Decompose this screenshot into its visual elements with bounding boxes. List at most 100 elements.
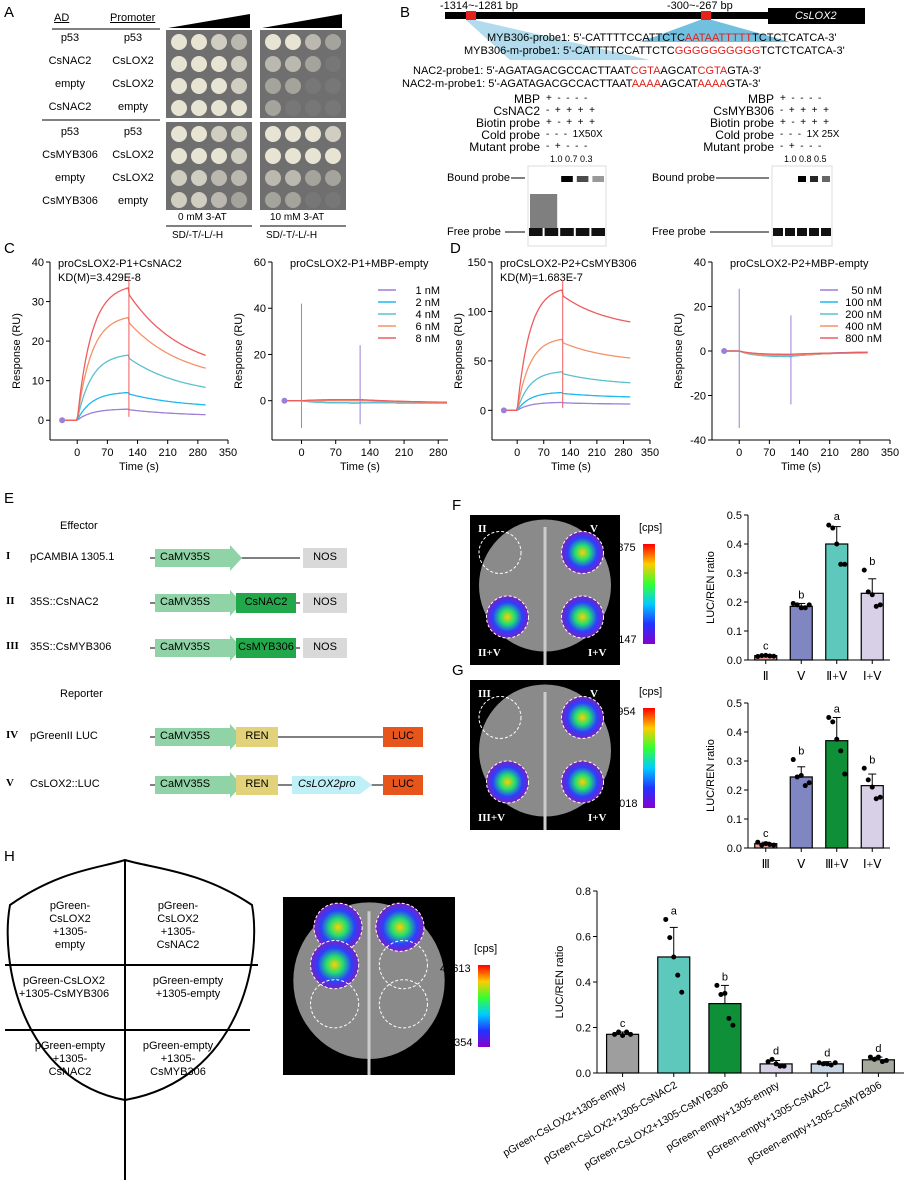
yeast-colony bbox=[171, 126, 187, 142]
data-point bbox=[842, 561, 848, 567]
yeast-colony bbox=[211, 100, 227, 116]
y-tick-label: -40 bbox=[690, 435, 706, 447]
legend-label: 4 nM bbox=[416, 309, 440, 321]
panel-label-g: G bbox=[452, 662, 464, 679]
y-tick-label: 0.0 bbox=[727, 843, 742, 855]
data-point bbox=[628, 1031, 634, 1037]
y-tick-label: 0.5 bbox=[727, 510, 742, 522]
yeast-colony bbox=[231, 148, 247, 164]
construct-number: V bbox=[6, 777, 14, 789]
bound-band bbox=[810, 176, 818, 182]
emsa-condition-values: + - - - - bbox=[780, 93, 822, 104]
emsa-condition-label: MBP bbox=[747, 92, 774, 106]
yeast-colony bbox=[305, 192, 321, 208]
legend-label: 2 nM bbox=[416, 297, 440, 309]
yeast-colony bbox=[325, 148, 341, 164]
x-axis-label: Time (s) bbox=[119, 461, 159, 473]
data-point bbox=[769, 1056, 775, 1062]
yeast-colony bbox=[191, 170, 207, 186]
emsa-condition-label: Mutant probe bbox=[469, 140, 540, 154]
probe-core: AAAA bbox=[697, 78, 727, 90]
yeast-colony bbox=[305, 78, 321, 94]
gene-label: CsMYB306 bbox=[238, 641, 294, 653]
band-intensity-values: 1.0 0.8 0.5 bbox=[784, 154, 827, 164]
myb306-m-probe: MYB306-m-probe1: 5'-CATTTTCCATTCTCGGGGGG… bbox=[464, 45, 845, 57]
data-point bbox=[834, 736, 840, 742]
probe-seq: MYB306-probe1: 5'-CATTTTCCATTCTC bbox=[487, 32, 685, 44]
data-point bbox=[759, 653, 765, 659]
data-point bbox=[867, 1054, 873, 1060]
data-point bbox=[679, 989, 685, 995]
free-band bbox=[785, 228, 795, 236]
emsa-gels bbox=[505, 165, 833, 247]
probe-seq: NAC2-probe1: 5'-AGATAGACGCCACTTAAT bbox=[413, 65, 631, 77]
luc-box bbox=[383, 775, 423, 795]
data-point bbox=[714, 982, 720, 988]
yeast-colony bbox=[265, 170, 281, 186]
y-tick-label: 0.1 bbox=[727, 814, 742, 826]
yeast-colony bbox=[191, 56, 207, 72]
tail-label: NOS bbox=[313, 596, 337, 608]
yeast-colony bbox=[231, 78, 247, 94]
y-tick-label: 0 bbox=[480, 405, 486, 417]
sensorgram-1-nM bbox=[62, 408, 206, 421]
y-tick-label: 0.3 bbox=[727, 756, 742, 768]
data-point bbox=[798, 773, 804, 778]
y-axis-label: Response (RU) bbox=[11, 313, 23, 389]
data-point bbox=[777, 1063, 783, 1069]
x-axis-label: Time (s) bbox=[340, 461, 380, 473]
leaf-label-tr: V bbox=[590, 523, 598, 535]
data-point bbox=[763, 652, 769, 658]
promoter-label: CaMV35S bbox=[160, 596, 211, 608]
x-tick-label: 140 bbox=[128, 447, 146, 459]
emsa-condition-label: CsNAC2 bbox=[493, 104, 540, 118]
data-point bbox=[718, 992, 724, 998]
emsa-condition-values: - + - - - bbox=[780, 141, 822, 152]
data-point bbox=[877, 794, 883, 800]
x-tick-label: 70 bbox=[330, 447, 342, 459]
x-tick-label: 0 bbox=[298, 447, 304, 459]
x-tick-label: Ⅴ bbox=[797, 857, 806, 871]
luminescence-spot bbox=[486, 595, 529, 639]
yeast-colony bbox=[305, 56, 321, 72]
baseline-marker bbox=[721, 348, 728, 354]
row-promoter: CsLOX2 bbox=[112, 172, 154, 184]
probe-core: GGGGGGGGGG bbox=[674, 45, 761, 57]
x-tick-label: 70 bbox=[101, 447, 113, 459]
promoter-arrow bbox=[155, 635, 242, 661]
significance-letter: b bbox=[869, 556, 875, 568]
yeast-colony bbox=[211, 170, 227, 186]
sensorgram-400-nM bbox=[503, 338, 631, 411]
scale-min: 2018 bbox=[613, 798, 638, 810]
significance-letter: a bbox=[834, 511, 841, 523]
y-tick-label: 40 bbox=[32, 257, 44, 269]
chart-title: proCsLOX2-P2+MBP-empty bbox=[730, 258, 869, 270]
data-point bbox=[875, 1054, 881, 1060]
data-point bbox=[802, 605, 808, 611]
yeast-colony bbox=[285, 34, 301, 50]
sensorgram-6-nM bbox=[62, 316, 206, 421]
significance-letter: c bbox=[763, 828, 769, 840]
x-tick-label: Ⅴ bbox=[797, 669, 806, 683]
injection-circle bbox=[478, 531, 522, 574]
emsa-condition-values: - + + + + bbox=[780, 105, 829, 116]
panel-label-f: F bbox=[452, 497, 462, 514]
yeast-colony bbox=[265, 56, 281, 72]
significance-letter: d bbox=[824, 1048, 830, 1060]
probe-tail: TCTCTCATCA-3' bbox=[760, 45, 845, 57]
data-point bbox=[871, 1056, 877, 1062]
myb306-probe: MYB306-probe1: 5'-CATTTTCCATTCTCAATAATTT… bbox=[487, 32, 837, 44]
yeast-colony bbox=[285, 148, 301, 164]
construct-name: pGreenII LUC bbox=[30, 730, 98, 742]
kd-annotation: KD(M)=1.683E-7 bbox=[500, 272, 583, 284]
sensorgram-2-nM bbox=[62, 391, 206, 421]
yeast-colony bbox=[191, 126, 207, 142]
yeast-colony bbox=[211, 78, 227, 94]
significance-letter: c bbox=[620, 1018, 626, 1030]
reporter-label: Reporter bbox=[60, 688, 103, 700]
x-tick-label: 280 bbox=[189, 447, 207, 459]
nos-terminator bbox=[303, 548, 347, 568]
data-point bbox=[722, 990, 728, 996]
emsa-condition-label: Mutant probe bbox=[703, 140, 774, 154]
